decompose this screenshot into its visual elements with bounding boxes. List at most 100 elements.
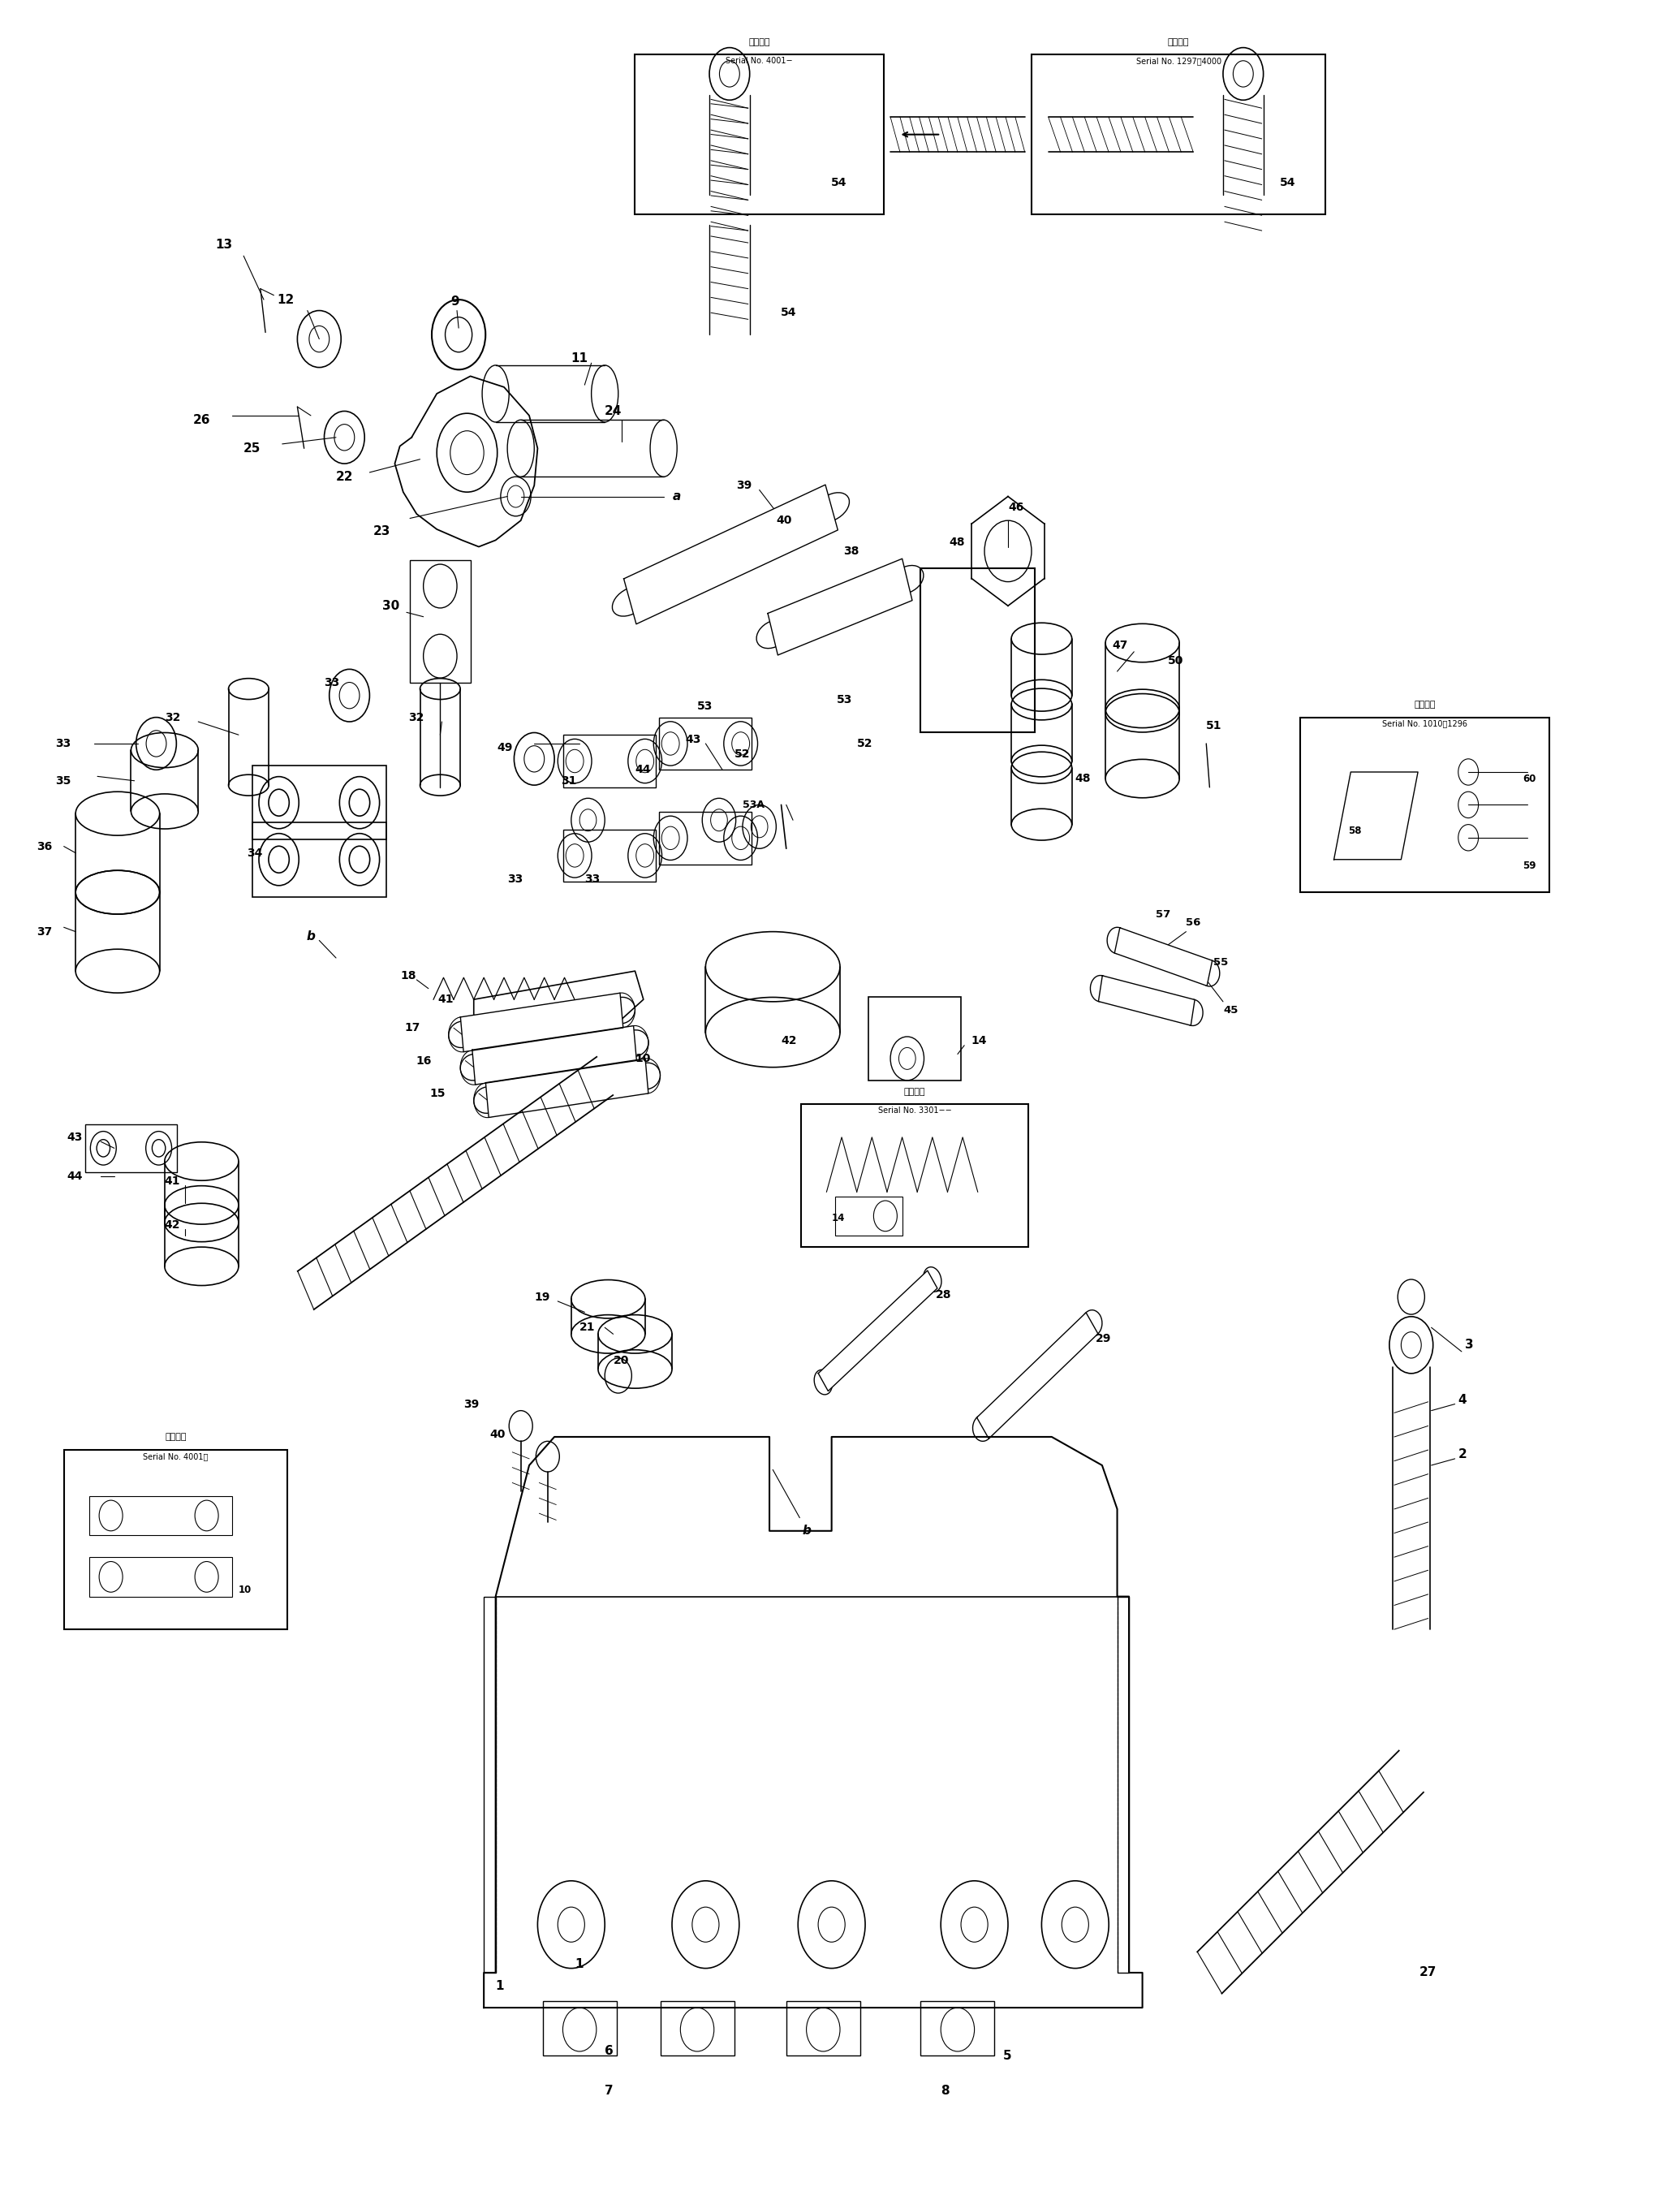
- Text: 48: 48: [949, 536, 964, 549]
- Polygon shape: [474, 971, 643, 1061]
- Text: 4: 4: [1458, 1393, 1467, 1406]
- Text: 33: 33: [55, 737, 71, 750]
- Text: 7: 7: [605, 2084, 613, 2097]
- Text: Serial No. 4001～: Serial No. 4001～: [143, 1452, 208, 1461]
- Text: 59: 59: [1522, 862, 1536, 870]
- Text: 53A: 53A: [743, 800, 764, 809]
- Text: 53: 53: [697, 700, 712, 713]
- Polygon shape: [472, 1026, 637, 1085]
- Bar: [801, 1104, 1028, 1247]
- Text: 39: 39: [736, 479, 751, 492]
- Polygon shape: [768, 558, 912, 656]
- Bar: [921, 569, 1035, 733]
- Text: 1: 1: [496, 1979, 504, 1992]
- Bar: [252, 765, 386, 840]
- Text: 50: 50: [1168, 654, 1183, 667]
- Text: 適用号機: 適用号機: [904, 1087, 926, 1096]
- Bar: [1032, 55, 1326, 214]
- Text: Serial No. 4001−: Serial No. 4001−: [726, 57, 793, 66]
- Bar: [659, 717, 751, 770]
- Text: 43: 43: [67, 1131, 82, 1144]
- Text: 39: 39: [464, 1397, 479, 1411]
- Text: 1: 1: [575, 1957, 583, 1970]
- Text: 5: 5: [1003, 2049, 1011, 2062]
- Text: Serial No. 1010～1296: Serial No. 1010～1296: [1383, 720, 1467, 728]
- Text: 44: 44: [67, 1170, 82, 1183]
- Bar: [563, 735, 655, 787]
- Polygon shape: [460, 993, 623, 1052]
- Text: 57: 57: [1156, 910, 1171, 919]
- Text: 41: 41: [438, 993, 454, 1006]
- Text: 41: 41: [165, 1174, 180, 1188]
- Text: 31: 31: [561, 774, 576, 787]
- Text: 19: 19: [534, 1290, 549, 1303]
- Text: 54: 54: [1280, 177, 1295, 188]
- Bar: [1300, 717, 1549, 892]
- Bar: [869, 997, 961, 1080]
- Text: 42: 42: [781, 1034, 796, 1048]
- Text: 8: 8: [941, 2084, 949, 2097]
- Bar: [84, 1124, 178, 1172]
- Text: 26: 26: [193, 413, 210, 426]
- Text: 27: 27: [1420, 1966, 1436, 1979]
- Polygon shape: [1114, 927, 1213, 986]
- Text: 16: 16: [417, 1054, 432, 1067]
- Text: 35: 35: [55, 774, 71, 787]
- Text: b: b: [801, 1524, 811, 1537]
- Text: 30: 30: [383, 599, 400, 612]
- Text: 9: 9: [450, 295, 459, 308]
- Text: 43: 43: [685, 733, 701, 746]
- Text: 47: 47: [1112, 639, 1127, 652]
- Text: 33: 33: [585, 873, 600, 886]
- Text: 54: 54: [781, 306, 796, 319]
- Text: 54: 54: [832, 177, 847, 188]
- Text: 10: 10: [239, 1586, 252, 1594]
- Text: 37: 37: [37, 925, 52, 938]
- Text: 44: 44: [635, 763, 650, 776]
- Text: a: a: [674, 490, 680, 503]
- Polygon shape: [976, 1312, 1099, 1439]
- Bar: [89, 1557, 232, 1597]
- Bar: [410, 560, 470, 682]
- Text: 49: 49: [497, 741, 512, 755]
- Bar: [484, 1597, 496, 1973]
- Text: 55: 55: [1213, 958, 1228, 967]
- Bar: [89, 1496, 232, 1535]
- Text: 42: 42: [165, 1218, 180, 1231]
- Text: 2: 2: [1458, 1448, 1467, 1461]
- Polygon shape: [623, 486, 838, 623]
- Text: 24: 24: [605, 405, 622, 418]
- Text: 46: 46: [1008, 501, 1023, 514]
- Bar: [252, 822, 386, 897]
- Text: 34: 34: [247, 846, 262, 859]
- Bar: [835, 1196, 902, 1236]
- Text: 38: 38: [843, 545, 858, 558]
- Text: 18: 18: [402, 969, 417, 982]
- Text: 適用号機: 適用号機: [1415, 700, 1435, 709]
- Text: 12: 12: [277, 293, 294, 306]
- Text: 適用号機: 適用号機: [749, 37, 769, 46]
- Text: 10: 10: [635, 1052, 650, 1065]
- Text: 40: 40: [776, 514, 791, 527]
- Bar: [659, 811, 751, 864]
- Text: 14: 14: [832, 1214, 845, 1223]
- Text: 52: 52: [857, 737, 872, 750]
- Bar: [543, 2001, 617, 2056]
- Text: 56: 56: [1186, 919, 1201, 927]
- Polygon shape: [297, 1056, 613, 1310]
- Bar: [1117, 1597, 1129, 1973]
- Polygon shape: [1099, 975, 1194, 1026]
- Text: 53: 53: [837, 693, 852, 706]
- Text: 20: 20: [613, 1354, 628, 1367]
- Text: 21: 21: [580, 1321, 595, 1334]
- Text: 14: 14: [971, 1034, 986, 1048]
- Text: 25: 25: [244, 442, 260, 455]
- Text: 48: 48: [1075, 772, 1090, 785]
- Bar: [563, 829, 655, 881]
- Polygon shape: [818, 1271, 937, 1391]
- Text: 40: 40: [491, 1428, 506, 1441]
- Polygon shape: [486, 1059, 648, 1118]
- Text: 適用号機: 適用号機: [165, 1432, 186, 1441]
- Bar: [786, 2001, 860, 2056]
- Polygon shape: [1198, 1750, 1423, 1995]
